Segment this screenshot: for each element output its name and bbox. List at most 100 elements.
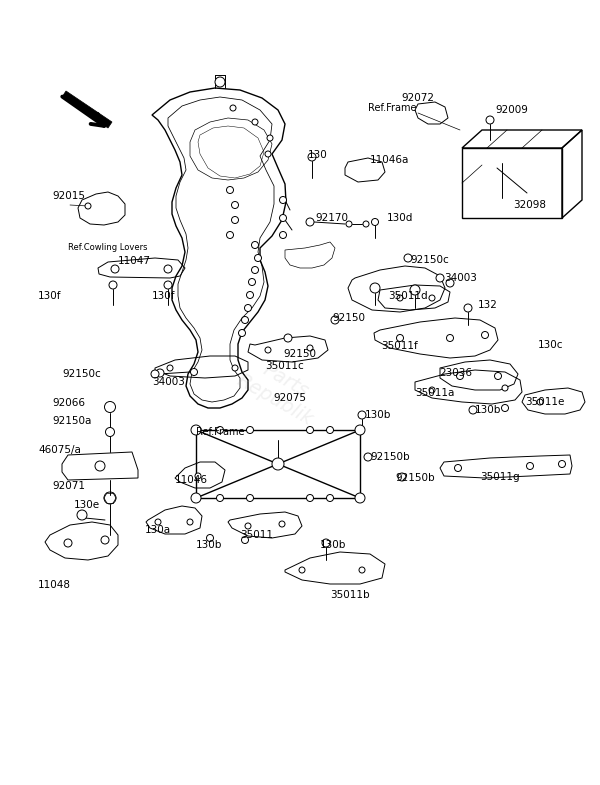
Circle shape [232,217,239,224]
Text: 92066: 92066 [52,398,85,408]
Text: 92150a: 92150a [52,416,91,426]
Circle shape [64,539,72,547]
Text: 130a: 130a [145,525,171,535]
Polygon shape [62,91,112,128]
Text: 130b: 130b [475,405,502,415]
Text: 92150: 92150 [283,349,316,359]
Text: 92150c: 92150c [62,369,101,379]
Circle shape [502,385,508,391]
Circle shape [251,242,259,249]
Text: 23036: 23036 [439,368,472,378]
Text: Parts
Republik: Parts Republik [233,351,327,429]
Circle shape [265,347,271,353]
Circle shape [215,77,225,87]
Circle shape [167,365,173,371]
Circle shape [279,521,285,527]
Circle shape [398,473,406,481]
Circle shape [299,567,305,573]
Text: 32098: 32098 [514,200,547,210]
Circle shape [247,291,254,298]
Text: 46075/a: 46075/a [38,445,81,455]
Circle shape [371,218,379,225]
Circle shape [307,426,314,433]
Circle shape [239,330,245,337]
Text: 35011a: 35011a [415,388,454,398]
Circle shape [446,279,454,287]
Text: 92150: 92150 [332,313,365,323]
Circle shape [326,495,334,502]
Circle shape [272,458,284,470]
Circle shape [370,283,380,293]
Text: 35011e: 35011e [525,397,565,407]
Circle shape [206,535,214,542]
Circle shape [502,404,509,411]
Text: 34003: 34003 [444,273,477,283]
Circle shape [397,334,404,341]
Text: 35011f: 35011f [381,341,418,351]
Text: 34003: 34003 [152,377,185,387]
Circle shape [195,473,201,479]
Text: 92150c: 92150c [410,255,449,265]
Text: 11047: 11047 [118,256,151,266]
Circle shape [151,370,159,378]
Circle shape [280,214,287,221]
Circle shape [106,428,115,436]
Circle shape [187,519,193,525]
Text: 92009: 92009 [495,105,528,115]
Circle shape [280,232,287,239]
Text: 130e: 130e [74,500,100,510]
Text: 35011g: 35011g [480,472,520,482]
Text: 35011: 35011 [240,530,273,540]
Circle shape [245,523,251,529]
Circle shape [527,462,533,469]
Text: 11046: 11046 [175,475,208,485]
Bar [462,148,562,218]
Circle shape [95,461,105,471]
Circle shape [446,334,454,341]
Text: 35011c: 35011c [265,361,304,371]
Circle shape [217,495,223,502]
Circle shape [537,399,543,405]
Circle shape [191,368,197,375]
Circle shape [455,465,461,472]
Circle shape [247,495,254,502]
Circle shape [355,425,365,435]
Circle shape [429,387,435,393]
Circle shape [252,119,258,125]
Circle shape [232,202,239,209]
Circle shape [245,305,251,312]
Circle shape [559,461,566,468]
Text: 130d: 130d [387,213,413,223]
Circle shape [331,316,339,324]
Circle shape [155,519,161,525]
Circle shape [227,187,233,193]
Text: 130f: 130f [152,291,176,301]
Circle shape [77,510,87,520]
Circle shape [241,316,248,323]
Circle shape [232,365,238,371]
Circle shape [164,281,172,289]
Text: 11046a: 11046a [370,155,409,165]
Circle shape [217,426,223,433]
Text: 92170: 92170 [315,213,348,223]
Text: 11048: 11048 [38,580,71,590]
Circle shape [436,274,444,282]
Text: 132: 132 [478,300,498,310]
Text: 130b: 130b [196,540,223,550]
Text: 92071: 92071 [52,481,85,491]
Text: Ref.Cowling Lovers: Ref.Cowling Lovers [68,243,148,251]
Circle shape [358,411,366,419]
Text: 130b: 130b [365,410,391,420]
Circle shape [251,266,259,273]
Circle shape [254,254,262,261]
Circle shape [397,295,403,301]
Circle shape [359,567,365,573]
Text: 92150b: 92150b [395,473,434,483]
Circle shape [280,196,287,203]
Circle shape [364,453,372,461]
Circle shape [464,304,472,312]
Circle shape [494,373,502,379]
Text: 130f: 130f [38,291,62,301]
Text: 130b: 130b [320,540,346,550]
Circle shape [469,406,477,414]
